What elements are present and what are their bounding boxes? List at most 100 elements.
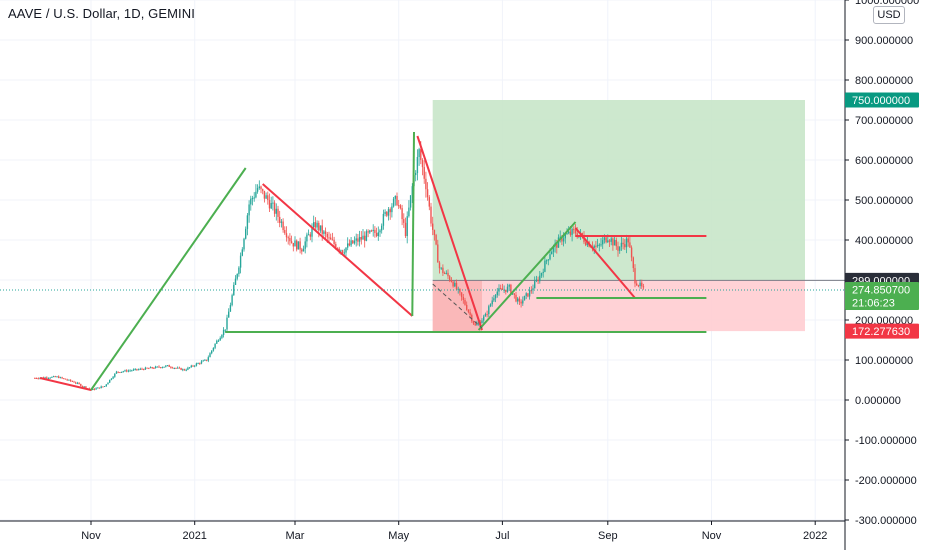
candle-body — [435, 235, 436, 244]
candle-body — [575, 230, 576, 233]
candle-body — [345, 248, 346, 253]
candle-body — [374, 230, 375, 233]
candle-body — [114, 374, 115, 377]
candle-body — [323, 231, 324, 233]
y-tick-label: 100.000000 — [855, 355, 913, 367]
candle-body — [118, 372, 119, 373]
candle-body — [492, 300, 493, 304]
candle-body — [46, 377, 47, 378]
candle-body — [80, 384, 81, 386]
candle-body — [469, 312, 470, 315]
candle-body — [517, 298, 518, 301]
candle-body — [67, 379, 68, 380]
candle-body — [347, 243, 348, 247]
candle-body — [299, 241, 300, 249]
candle-body — [184, 369, 185, 370]
candle-body — [396, 196, 397, 205]
candle-body — [231, 295, 232, 305]
candle-body — [182, 369, 183, 370]
candle-body — [459, 289, 460, 293]
candle-body — [303, 249, 304, 252]
candle-body — [78, 383, 79, 384]
candle-body — [252, 198, 253, 199]
candle-body — [456, 283, 457, 289]
candle-body — [500, 288, 501, 289]
candle-body — [616, 240, 617, 246]
candle-body — [73, 382, 74, 383]
candle-body — [255, 192, 256, 198]
candle-body — [135, 369, 136, 370]
candle-body — [298, 241, 299, 249]
candle-body — [537, 280, 538, 282]
candle-body — [594, 246, 595, 248]
candle-body — [220, 338, 221, 341]
candle-body — [325, 231, 326, 234]
candle-body — [170, 367, 171, 368]
candle-body — [77, 383, 78, 384]
candle-body — [378, 232, 379, 236]
candle-body — [599, 245, 600, 246]
candle-body — [388, 209, 389, 216]
candle-body — [425, 179, 426, 189]
candle-body — [626, 238, 627, 247]
candle-body — [447, 273, 448, 276]
candle-body — [549, 254, 550, 259]
candle-body — [315, 222, 316, 227]
candle-body — [186, 370, 187, 371]
price-labels: 750.000000299.000000274.85070021:06:2317… — [845, 93, 919, 339]
candle-body — [269, 200, 270, 208]
candle-body — [595, 246, 596, 247]
candle-body — [383, 214, 384, 226]
candle-body — [434, 230, 435, 235]
y-tick-label: 0.000000 — [855, 395, 901, 407]
candle-body — [607, 240, 608, 242]
candle-body — [515, 295, 516, 302]
candle-body — [475, 323, 476, 325]
candle-body — [209, 353, 210, 357]
candle-body — [247, 215, 248, 228]
candle-body — [112, 377, 113, 379]
candle-body — [51, 377, 52, 378]
candle-body — [461, 292, 462, 297]
candle-body — [430, 207, 431, 224]
candle-body — [638, 285, 639, 286]
candle-body — [493, 298, 494, 300]
candle-body — [463, 297, 464, 300]
candle-body — [369, 231, 370, 233]
candle-body — [619, 247, 620, 251]
candle-body — [490, 304, 491, 306]
candle-body — [452, 282, 453, 287]
candle-body — [254, 197, 255, 198]
candle-body — [277, 209, 278, 217]
candle-body — [174, 368, 175, 369]
candle-body — [342, 250, 343, 253]
candle-body — [167, 365, 168, 366]
candle-body — [192, 366, 193, 367]
y-tick-label: 400.000000 — [855, 235, 913, 247]
candle-body — [631, 248, 632, 258]
candle-body — [371, 231, 372, 232]
candle-body — [264, 191, 265, 199]
currency-button[interactable]: USD — [873, 6, 905, 24]
candle-body — [281, 222, 282, 223]
candle-body — [63, 378, 64, 379]
candle-body — [250, 199, 251, 205]
candle-body — [187, 368, 188, 370]
candle-body — [191, 366, 192, 368]
candle-body — [316, 223, 317, 228]
candle-body — [160, 367, 161, 368]
candle-body — [570, 232, 571, 235]
candle-body — [403, 219, 404, 223]
candle-body — [546, 260, 547, 261]
candle-body — [568, 232, 569, 234]
y-tick-label: 600.000000 — [855, 155, 913, 167]
candle-body — [332, 239, 333, 240]
candle-body — [131, 370, 132, 371]
candle-body — [422, 160, 423, 167]
red-trend-line — [40, 378, 91, 390]
candle-body — [611, 238, 612, 241]
candle-body — [61, 377, 62, 378]
candle-body — [527, 293, 528, 296]
x-tick-label: Sep — [598, 530, 618, 542]
